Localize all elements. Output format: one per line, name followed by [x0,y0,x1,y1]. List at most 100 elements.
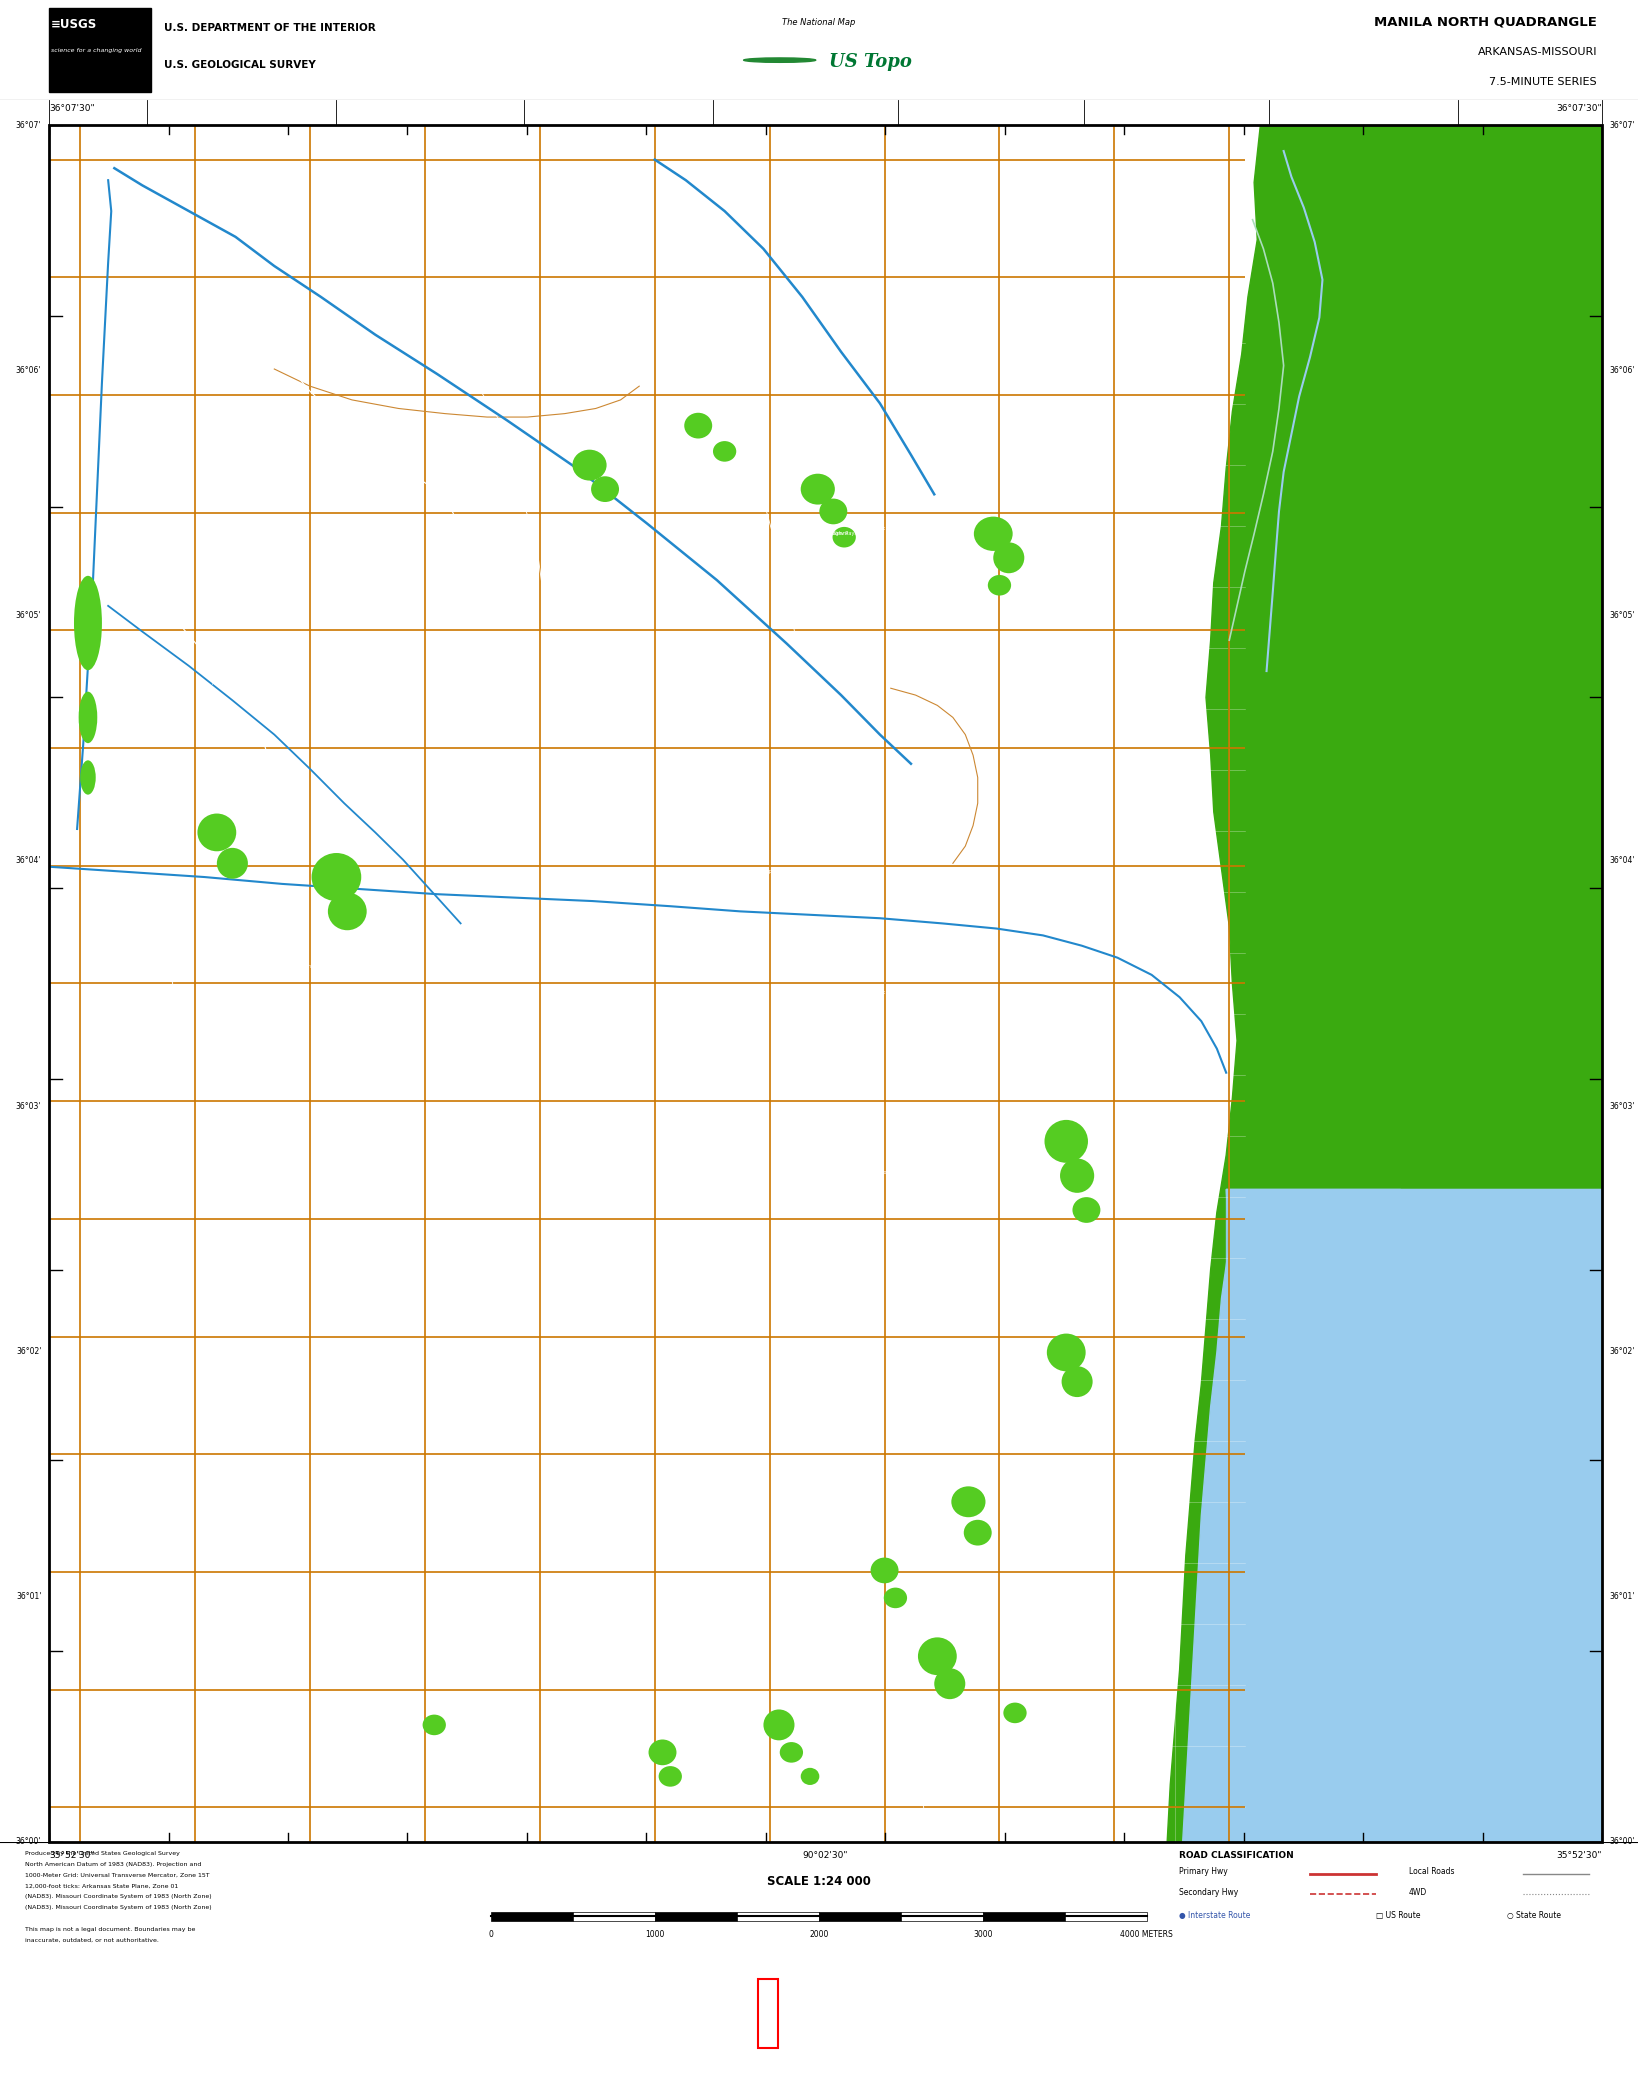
Text: Primary Hwy: Primary Hwy [1179,1867,1228,1875]
Bar [1065,1913,1147,1921]
Bar [491,1913,573,1921]
Text: El
Dorado: El Dorado [98,712,116,722]
Ellipse shape [198,814,236,852]
Text: inaccurate, outdated, or not authoritative.: inaccurate, outdated, or not authoritati… [25,1938,159,1944]
Text: ● Interstate Route: ● Interstate Route [1179,1911,1251,1919]
Text: This map is not a legal document. Boundaries may be: This map is not a legal document. Bounda… [25,1927,195,1931]
Text: U.S. DEPARTMENT OF THE INTERIOR: U.S. DEPARTMENT OF THE INTERIOR [164,23,375,33]
Text: 1000: 1000 [645,1929,665,1940]
Text: 0: 0 [490,1929,493,1940]
Text: 3000: 3000 [973,1929,993,1940]
Text: Sandy: Sandy [593,994,608,1000]
Text: 36°07'30": 36°07'30" [49,104,95,113]
Text: □ US Route: □ US Route [1376,1911,1420,1919]
Ellipse shape [80,760,95,796]
Ellipse shape [780,1741,803,1762]
Ellipse shape [79,691,97,743]
Text: 36°01': 36°01' [1610,1591,1635,1601]
Text: Bryceton: Bryceton [111,347,133,351]
Text: New Land & Ditch Number 1: New Land & Ditch Number 1 [429,1002,500,1006]
Text: ≡USGS: ≡USGS [51,19,97,31]
Ellipse shape [591,476,619,501]
Circle shape [744,58,816,63]
Ellipse shape [1047,1334,1086,1372]
Text: 36°07': 36°07' [16,121,41,129]
Text: HIGHWAY N: HIGHWAY N [111,192,139,196]
Ellipse shape [1004,1702,1027,1723]
Text: 36°02': 36°02' [1610,1347,1635,1355]
Ellipse shape [423,1714,446,1735]
Text: 36°06': 36°06' [1610,365,1635,376]
Text: Black Slough nr: Black Slough nr [871,526,911,530]
Text: (NAD83). Missouri Coordinate System of 1983 (North Zone): (NAD83). Missouri Coordinate System of 1… [25,1906,211,1911]
Ellipse shape [216,848,247,879]
Text: SCALE 1:24 000: SCALE 1:24 000 [767,1875,871,1888]
Ellipse shape [658,1766,681,1787]
Ellipse shape [572,449,606,480]
Text: ○ State Route: ○ State Route [1507,1911,1561,1919]
Text: 90°02'30": 90°02'30" [803,1850,848,1860]
Text: Gosnell: Gosnell [336,328,354,334]
Text: New Land & Ditch Number 1: New Land & Ditch Number 1 [290,965,360,969]
Text: North American Datum of 1983 (NAD83). Projection and: North American Datum of 1983 (NAD83). Pr… [25,1862,201,1867]
Text: 12,000-foot ticks: Arkansas State Plane, Zone 01: 12,000-foot ticks: Arkansas State Plane,… [25,1883,179,1888]
Ellipse shape [975,516,1012,551]
Text: 36°05': 36°05' [16,612,41,620]
Text: science for a changing world: science for a changing world [51,48,141,52]
Ellipse shape [311,854,362,902]
Text: US Topo: US Topo [829,52,912,71]
Bar [573,1913,655,1921]
Text: New Rays: New Rays [834,530,857,537]
Bar [983,1913,1065,1921]
Text: The National Map: The National Map [783,17,855,27]
Text: (NAD83). Missouri Coordinate System of 1983 (North Zone): (NAD83). Missouri Coordinate System of 1… [25,1894,211,1900]
Text: MANILA NORTH QUADRANGLE: MANILA NORTH QUADRANGLE [1374,15,1597,29]
Ellipse shape [1060,1159,1094,1192]
Text: U.S. GEOLOGICAL SURVEY: U.S. GEOLOGICAL SURVEY [164,61,316,71]
Text: 36°04': 36°04' [1610,856,1635,864]
Text: 36°01': 36°01' [16,1591,41,1601]
Text: Sandy Ditch & Ditch Number 1: Sandy Ditch & Ditch Number 1 [693,549,768,553]
Ellipse shape [763,1710,794,1741]
Text: Black Slough nr: Black Slough nr [871,990,911,994]
Ellipse shape [328,892,367,931]
Ellipse shape [917,1637,957,1675]
Text: ROAD CLASSIFICATION: ROAD CLASSIFICATION [1179,1850,1294,1860]
Text: 36°04': 36°04' [16,856,41,864]
Ellipse shape [832,526,855,547]
Ellipse shape [988,574,1011,595]
Text: Benton Ditch Creek Ditch Number 48: Benton Ditch Creek Ditch Number 48 [871,1169,963,1176]
Ellipse shape [801,474,835,505]
Text: Fort Evans: Fort Evans [321,551,347,557]
Ellipse shape [1061,1366,1093,1397]
Text: 7.5-MINUTE SERIES: 7.5-MINUTE SERIES [1489,77,1597,88]
Polygon shape [1168,125,1602,1842]
Text: 35°52'30": 35°52'30" [49,1850,95,1860]
Text: Secondary Hwy: Secondary Hwy [1179,1888,1238,1896]
Text: Papan's Bayou: Papan's Bayou [763,869,799,875]
Ellipse shape [963,1520,991,1545]
Text: 36°05': 36°05' [1610,612,1635,620]
Text: 36°00': 36°00' [1610,1837,1635,1846]
Bar [819,1913,901,1921]
Text: ARKANSAS-MISSOURI: ARKANSAS-MISSOURI [1477,48,1597,56]
Ellipse shape [1045,1119,1088,1163]
Text: 4000 METERS: 4000 METERS [1120,1929,1173,1940]
Ellipse shape [713,441,735,461]
Ellipse shape [934,1668,965,1700]
Ellipse shape [952,1487,986,1518]
Text: 2000: 2000 [809,1929,829,1940]
Ellipse shape [1073,1196,1101,1224]
Ellipse shape [870,1558,899,1583]
Text: 36°07': 36°07' [1610,121,1635,129]
Text: 35°52'30": 35°52'30" [1556,1850,1602,1860]
Text: Local Roads: Local Roads [1409,1867,1455,1875]
Bar [901,1913,983,1921]
Text: 36°03': 36°03' [1610,1102,1635,1111]
Ellipse shape [74,576,102,670]
Ellipse shape [801,1769,819,1785]
Ellipse shape [993,543,1024,574]
Ellipse shape [819,499,847,524]
Text: 36°02': 36°02' [16,1347,41,1355]
Text: YORKAND: YORKAND [1058,543,1083,549]
